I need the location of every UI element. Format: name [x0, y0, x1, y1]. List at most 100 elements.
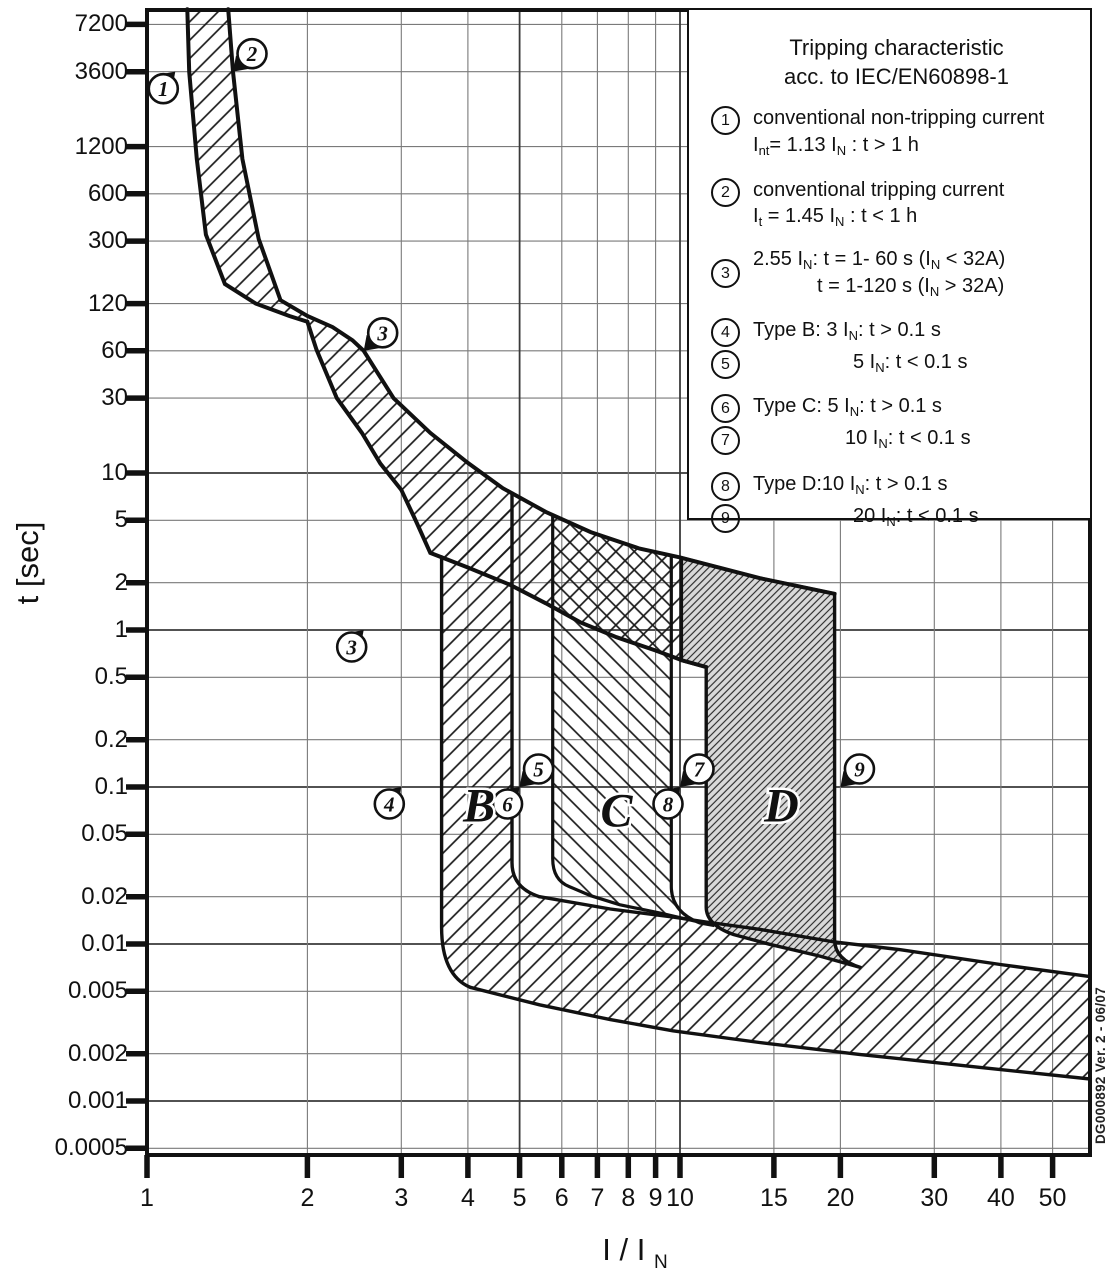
marker-1-circle — [147, 72, 180, 105]
legend-item-2: 2 conventional tripping current It = 1.45 … — [711, 177, 1082, 231]
marker-7: 7 — [680, 753, 715, 787]
marker-1: 1 — [147, 71, 180, 105]
y-tick-label-5: 5 — [114, 506, 128, 534]
y-tick-label-120: 120 — [87, 289, 128, 317]
legend-item-4: 4 Type B: 3 IN: t > 0.1 s — [711, 317, 1082, 347]
y-tick-label-2: 2 — [114, 568, 128, 596]
y-tick-label-0.001: 0.001 — [67, 1087, 128, 1114]
y-tick-label-0.05: 0.05 — [81, 820, 128, 848]
x-tick-label-10: 10 — [666, 1184, 694, 1212]
x-tick-label-6: 6 — [554, 1184, 569, 1212]
legend-title-line2: acc. to IEC/EN60898-1 — [783, 63, 1009, 89]
legend-item-8-text: Type D:10 IN: t > 0.1 s — [753, 472, 948, 497]
x-tick-label-20: 20 — [826, 1184, 855, 1212]
y-tick-label-0.002: 0.002 — [67, 1039, 128, 1067]
y-tick-label-0.2: 0.2 — [94, 725, 128, 753]
y-tick-label-0.005: 0.005 — [67, 977, 128, 1005]
document-code: DG000892 Ver. 2 - 06/07 — [1093, 986, 1108, 1144]
legend-item-9-circle: 9 — [711, 503, 740, 533]
marker-2-number: 2 — [246, 42, 258, 66]
legend-item-9-text: 20 IN: t < 0.1 s — [853, 504, 979, 529]
legend-item-7-text: 10 IN: t < 0.1 s — [845, 426, 971, 451]
x-tick-label-4: 4 — [460, 1184, 475, 1212]
marker-2-circle — [236, 37, 268, 70]
marker-8: 8 — [652, 787, 684, 820]
legend-title: Tripping characteristic acc. to IEC/EN60… — [711, 34, 1082, 91]
marker-7-number: 7 — [694, 758, 706, 782]
y-tick-label-30: 30 — [101, 384, 128, 412]
marker-3-circle — [335, 631, 368, 663]
legend-item-6: 6 Type C: 5 IN: t > 0.1 s — [711, 393, 1082, 423]
legend-item-8: 8 Type D:10 IN: t > 0.1 s — [711, 471, 1082, 501]
marker-6-circle — [491, 788, 524, 820]
marker-5-circle — [522, 753, 555, 785]
legend-item-3-circle: 3 — [711, 259, 740, 289]
legend-item-3: 3 2.55 IN: t = 1- 60 s (IN < 32A) t = 1-12… — [711, 246, 1082, 300]
y-tick-label-0.02: 0.02 — [81, 882, 128, 910]
marker-1-number: 1 — [158, 77, 169, 101]
type-B-band-and-instantaneous-band — [441, 493, 1091, 1080]
y-tick-label-3600: 3600 — [74, 57, 128, 85]
marker-2: 2 — [233, 37, 268, 72]
axis-tick-marks — [126, 21, 1056, 1178]
marker-3-number: 3 — [345, 636, 357, 660]
region-label-C: C — [600, 784, 633, 837]
marker-9-circle — [843, 753, 876, 785]
legend-item-9: 9 20 IN: t < 0.1 s — [711, 503, 1082, 533]
marker-4-number: 4 — [383, 793, 395, 817]
x-tick-label-50: 50 — [1038, 1184, 1067, 1212]
marker-3-circle — [366, 317, 399, 349]
region-label-B: B — [462, 780, 495, 833]
legend-item-1-circle: 1 — [711, 106, 740, 136]
y-tick-label-0.0005: 0.0005 — [54, 1134, 128, 1162]
legend-item-8-circle: 8 — [711, 471, 740, 501]
legend-item-5-circle: 5 — [711, 349, 740, 379]
y-tick-label-300: 300 — [87, 227, 128, 255]
legend-item-4-text: Type B: 3 IN: t > 0.1 s — [753, 318, 941, 343]
x-tick-label-2: 2 — [300, 1184, 315, 1212]
x-axis-title: I / I N — [602, 1232, 668, 1273]
legend-item-5: 5 5 IN: t < 0.1 s — [711, 349, 1082, 379]
y-tick-label-0.1: 0.1 — [94, 773, 128, 800]
region-label-D: D — [763, 780, 799, 833]
marker-6-number: 6 — [502, 793, 513, 817]
legend-items: 1 conventional non-tripping current Int= 1… — [711, 105, 1082, 533]
marker-3-number: 3 — [376, 321, 388, 345]
y-tick-label-7200: 7200 — [74, 10, 128, 38]
legend-item-1: 1 conventional non-tripping current Int= 1… — [711, 105, 1082, 159]
upper-thermal-curve — [226, 7, 837, 596]
legend-item-2-circle: 2 — [711, 177, 740, 207]
marker-6: 6 — [491, 787, 524, 820]
y-tick-label-60: 60 — [101, 336, 128, 364]
legend-item-7-circle: 7 — [711, 425, 740, 455]
marker-8-number: 8 — [663, 793, 674, 817]
y-tick-label-1: 1 — [114, 616, 128, 643]
x-tick-label-40: 40 — [986, 1184, 1015, 1212]
band-edges — [439, 491, 1092, 1081]
x-tick-label-7: 7 — [590, 1184, 605, 1212]
x-tick-label-15: 15 — [759, 1184, 788, 1212]
marker-8-circle — [652, 788, 684, 820]
marker-3: 3 — [363, 317, 399, 351]
legend-item-5-text: 5 IN: t < 0.1 s — [853, 350, 968, 375]
legend-item-7: 7 10 IN: t < 0.1 s — [711, 425, 1082, 455]
lower-thermal-curve — [185, 7, 709, 670]
y-axis-title: t [sec] — [10, 521, 45, 605]
legend-item-3-text: 2.55 IN: t = 1- 60 s (IN < 32A) t = 1-120… — [753, 248, 1006, 300]
legend-item-2-text: conventional tripping current It = 1.45 I… — [753, 178, 1005, 230]
legend-item-4-circle: 4 — [711, 317, 740, 347]
marker-5: 5 — [519, 753, 555, 787]
x-tick-label-3: 3 — [394, 1184, 409, 1212]
legend-title-line1: Tripping characteristic — [789, 35, 1004, 60]
legend-box: Tripping characteristic acc. to IEC/EN60… — [687, 10, 1090, 533]
y-tick-label-10: 10 — [101, 459, 128, 486]
x-tick-label-5: 5 — [512, 1184, 527, 1212]
marker-5-number: 5 — [533, 758, 544, 782]
y-tick-label-600: 600 — [87, 179, 128, 207]
marker-3: 3 — [335, 630, 368, 663]
x-tick-label-8: 8 — [621, 1184, 636, 1212]
marker-7-circle — [683, 753, 715, 785]
x-tick-label-1: 1 — [140, 1184, 154, 1212]
x-tick-label-9: 9 — [648, 1184, 663, 1212]
